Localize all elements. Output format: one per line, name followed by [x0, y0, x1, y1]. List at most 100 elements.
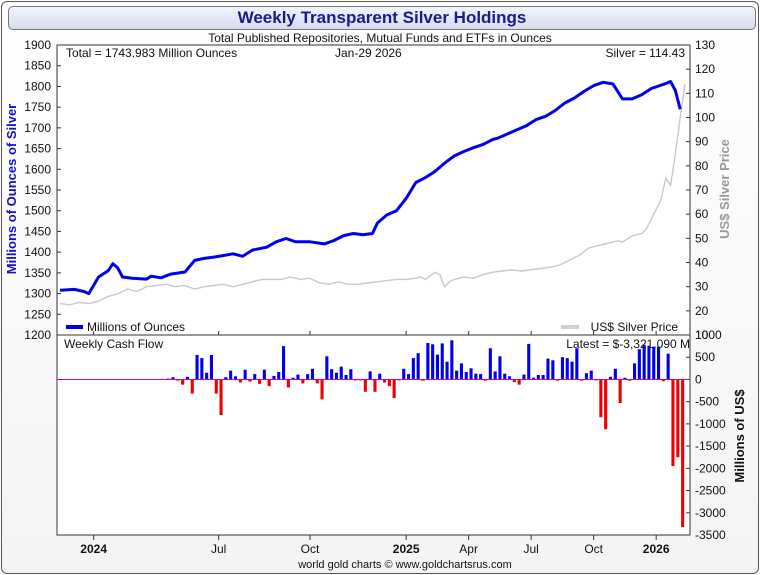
y-tick-label-left: 1350 — [24, 266, 51, 280]
y-tick-label-left: 1850 — [24, 59, 51, 73]
chart-subtitle: Total Published Repositories, Mutual Fun… — [208, 31, 552, 45]
y2-tick-label: 30 — [695, 280, 709, 294]
silver-price-line — [59, 83, 686, 306]
cashflow-bar — [282, 346, 286, 380]
total-label: Total = 1743.983 Million Ounces — [66, 46, 237, 60]
cashflow-bar — [613, 368, 617, 380]
cashflow-bar — [421, 379, 425, 381]
cashflow-bar — [517, 379, 521, 385]
y-tick-label-left: 1250 — [24, 307, 51, 321]
cashflow-bar — [214, 379, 218, 394]
y-tick-label-left: 1550 — [24, 183, 51, 197]
cashflow-bar — [628, 379, 632, 381]
cashflow-bar — [493, 371, 497, 380]
cashflow-bar — [368, 371, 372, 380]
x-tick-label: 2026 — [643, 542, 670, 556]
cashflow-tick-label: -500 — [695, 395, 719, 409]
y2-tick-label: 10 — [695, 328, 709, 342]
cashflow-tick-label: 0 — [695, 372, 702, 386]
cashflow-bar — [334, 372, 338, 380]
cashflow-bar — [190, 379, 194, 394]
cashflow-bar — [488, 348, 492, 380]
x-tick-label: Jul — [211, 542, 226, 556]
cashflow-bar — [661, 379, 665, 382]
cashflow-bar — [589, 370, 593, 380]
y-tick-label-left: 1400 — [24, 245, 51, 259]
x-tick-label: 2025 — [393, 542, 420, 556]
cashflow-bar — [652, 346, 656, 380]
y-tick-label-left: 1200 — [24, 328, 51, 342]
x-tick-label: Oct — [584, 542, 603, 556]
cashflow-y-axis-label: Millions of US$ — [732, 389, 747, 483]
cashflow-bar — [301, 379, 305, 384]
legend-holdings-label: Millions of Ounces — [87, 320, 185, 334]
cashflow-bar — [387, 379, 391, 387]
cashflow-bar — [580, 379, 584, 381]
cashflow-bar — [556, 379, 560, 381]
cashflow-bar — [608, 376, 612, 380]
x-tick-label: 2024 — [80, 542, 107, 556]
cashflow-bar — [435, 354, 439, 380]
cashflow-bar — [599, 379, 603, 418]
y2-tick-label: 120 — [695, 62, 715, 76]
cashflow-bar — [306, 374, 310, 380]
cashflow-bar — [647, 345, 651, 380]
cashflow-bar — [205, 372, 209, 380]
legend-silver-label: US$ Silver Price — [591, 320, 679, 334]
cashflow-bar — [565, 358, 569, 380]
cashflow-bar — [344, 375, 348, 380]
cashflow-bar — [604, 379, 608, 430]
cashflow-bar — [575, 348, 579, 380]
y-tick-label-left: 1600 — [24, 162, 51, 176]
cashflow-bar — [416, 353, 420, 380]
y-tick-label-left: 1750 — [24, 100, 51, 114]
cashflow-tick-label: -1000 — [695, 417, 726, 431]
cashflow-tick-label: -2000 — [695, 461, 726, 475]
cashflow-bar — [464, 371, 468, 380]
cashflow-bar — [512, 379, 516, 383]
cashflow-bar — [440, 343, 444, 380]
y-tick-label-left: 1500 — [24, 204, 51, 218]
y-axis-label-left: Millions of Ounces of Silver — [4, 104, 19, 274]
cashflow-bar — [200, 358, 204, 380]
cashflow-bar — [176, 379, 180, 381]
cashflow-bar — [666, 353, 670, 380]
cashflow-bar — [181, 379, 185, 385]
cashflow-bar — [339, 366, 343, 380]
x-tick-label: Jul — [523, 542, 538, 556]
cashflow-tick-label: -3000 — [695, 506, 726, 520]
cashflow-bar — [248, 379, 252, 382]
cashflow-bar — [185, 376, 189, 380]
chart-title: Weekly Transparent Silver Holdings — [8, 6, 756, 30]
cashflow-bar — [286, 379, 290, 388]
cashflow-bar — [474, 373, 478, 380]
cashflow-bar — [349, 369, 353, 380]
date-label: Jan-29 2026 — [335, 46, 402, 60]
cashflow-bar — [258, 379, 262, 384]
cashflow-bar — [320, 379, 324, 400]
silver-price-label: Silver = 114.43 — [606, 46, 686, 60]
cashflow-bar — [527, 343, 531, 380]
cashflow-bar — [310, 368, 314, 380]
cashflow-bar — [373, 379, 377, 392]
cashflow-bar — [671, 379, 675, 467]
y2-tick-label: 60 — [695, 207, 709, 221]
plot-area — [56, 44, 691, 536]
cashflow-bar — [633, 363, 637, 380]
cashflow-bar — [676, 379, 680, 458]
y2-tick-label: 130 — [695, 38, 715, 52]
y-tick-label-left: 1450 — [24, 224, 51, 238]
cashflow-bar — [445, 361, 449, 380]
cashflow-bar — [532, 377, 536, 380]
y-tick-label-left: 1900 — [24, 38, 51, 52]
cashflow-bar — [238, 379, 242, 383]
cashflow-bar — [330, 369, 334, 380]
cashflow-bar — [229, 370, 233, 380]
cashflow-bar — [171, 377, 175, 380]
y-tick-label-left: 1800 — [24, 79, 51, 93]
y2-tick-label: 20 — [695, 304, 709, 318]
cashflow-bar — [681, 379, 685, 527]
cashflow-tick-label: -3500 — [695, 528, 726, 542]
cashflow-bar — [541, 375, 545, 380]
